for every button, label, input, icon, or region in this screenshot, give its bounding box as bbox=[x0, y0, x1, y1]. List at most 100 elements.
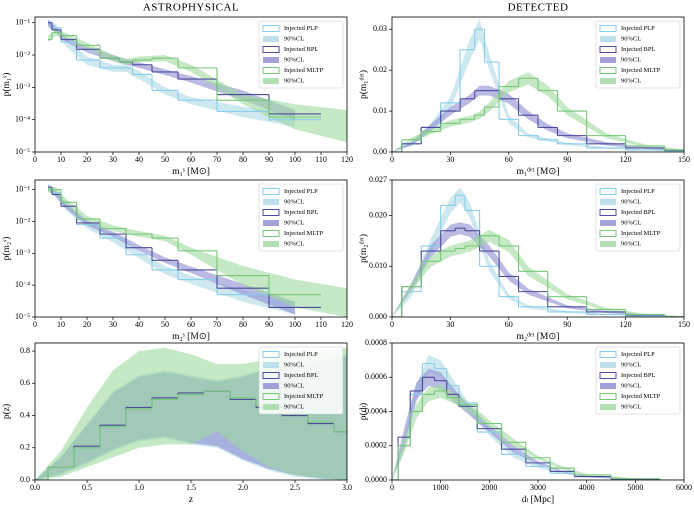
legend-swatch bbox=[600, 383, 616, 389]
x-tick-label: 0 bbox=[390, 320, 394, 329]
y-tick-label: 0.01 bbox=[373, 106, 387, 115]
legend-label: 90%CL bbox=[284, 35, 304, 42]
legend-label: Injected BPL bbox=[284, 372, 319, 379]
y-axis-label: p(m₁ᵈᵉᵗ) bbox=[358, 70, 369, 99]
legend-label: 90%CL bbox=[284, 361, 304, 368]
y-tick-label: 0.020 bbox=[369, 210, 387, 219]
x-tick-label: 110 bbox=[315, 320, 327, 329]
legend-label: Injected PLP bbox=[621, 351, 655, 358]
legend-swatch bbox=[262, 372, 280, 379]
x-tick-label: 0 bbox=[390, 483, 394, 492]
panel: 0 1000 2000 3000 4000 5000 6000 0.0000 0.0002 0.0… bbox=[358, 338, 692, 505]
x-tick-label: 120 bbox=[620, 320, 632, 329]
y-tick-label: 10⁻⁵ bbox=[15, 147, 30, 156]
x-tick-label: 80 bbox=[239, 320, 247, 329]
y-tick-label: 0.0006 bbox=[365, 372, 387, 381]
x-tick-label: 1.5 bbox=[186, 483, 196, 492]
x-tick-label: 6000 bbox=[676, 483, 692, 492]
legend-label: 90%CL bbox=[621, 198, 641, 205]
legend-label: 90%CL bbox=[621, 56, 641, 63]
legend-swatch bbox=[600, 36, 616, 42]
legend-label: 90%CL bbox=[621, 219, 641, 226]
legend-swatch bbox=[263, 57, 279, 63]
legend-label: Injected BPL bbox=[621, 209, 656, 216]
legend: Injected PLP 90%CL Injected BPL 90%CL Inject… bbox=[258, 20, 344, 89]
legend-swatch bbox=[263, 362, 279, 368]
legend-swatch bbox=[262, 25, 280, 32]
x-tick-label: 4000 bbox=[579, 483, 595, 492]
plot-area bbox=[35, 347, 347, 480]
x-tick-label: 60 bbox=[187, 155, 195, 164]
y-tick-label: 0.0002 bbox=[365, 441, 387, 450]
confidence-band bbox=[48, 187, 347, 317]
legend-label: 90%CL bbox=[284, 56, 304, 63]
legend-swatch bbox=[263, 36, 279, 42]
legend-label: Injected MLTP bbox=[621, 393, 661, 400]
x-tick-label: 150 bbox=[678, 320, 690, 329]
legend-swatch bbox=[599, 67, 617, 74]
legend-frame bbox=[595, 346, 681, 415]
x-tick-label: 70 bbox=[213, 320, 221, 329]
legend-label: Injected MLTP bbox=[621, 67, 661, 74]
x-tick-label: 90 bbox=[563, 320, 571, 329]
legend-swatch bbox=[599, 230, 617, 237]
x-axis-label: z bbox=[189, 495, 193, 505]
y-axis-label: p(dₗ) bbox=[358, 403, 369, 420]
y-tick-label: 0.8 bbox=[20, 346, 30, 355]
y-tick-label: 10⁻⁵ bbox=[15, 312, 30, 321]
x-tick-label: 3000 bbox=[530, 483, 546, 492]
y-tick-label: 0.027 bbox=[369, 175, 387, 184]
legend-swatch bbox=[599, 188, 617, 195]
legend: Injected PLP 90%CL Injected BPL 90%CL Inject… bbox=[258, 183, 344, 252]
legend-label: Injected MLTP bbox=[621, 230, 661, 237]
y-tick-label: 10⁻⁴ bbox=[15, 115, 30, 124]
x-axis-label: m₁ˢ [M⊙] bbox=[172, 167, 210, 177]
legend: Injected PLP 90%CL Injected BPL 90%CL Inject… bbox=[595, 183, 681, 252]
x-axis-label: m₂ᵈᵉᵗ [M⊙] bbox=[516, 332, 559, 342]
legend-label: Injected PLP bbox=[621, 188, 655, 195]
y-tick-label: 10⁻² bbox=[15, 50, 30, 59]
x-tick-label: 90 bbox=[265, 155, 273, 164]
legend-swatch bbox=[263, 241, 279, 247]
y-tick-label: 0.6 bbox=[20, 378, 30, 387]
legend: Injected PLP 90%CL Injected BPL 90%CL Inject… bbox=[595, 20, 681, 89]
x-tick-label: 120 bbox=[341, 155, 353, 164]
legend-swatch bbox=[262, 351, 280, 358]
y-tick-label: 0.0008 bbox=[365, 338, 387, 347]
y-tick-label: 10⁻² bbox=[15, 216, 30, 225]
legend-swatch bbox=[600, 362, 616, 368]
x-tick-label: 70 bbox=[213, 155, 221, 164]
y-tick-label: 10⁻¹ bbox=[15, 18, 30, 27]
legend-label: 90%CL bbox=[284, 240, 304, 247]
legend-swatch bbox=[599, 372, 617, 379]
x-tick-label: 0 bbox=[390, 155, 394, 164]
legend-swatch bbox=[262, 393, 280, 400]
axes-frame bbox=[391, 179, 685, 318]
legend-label: 90%CL bbox=[621, 77, 641, 84]
legend-swatch bbox=[599, 209, 617, 216]
legend-label: Injected MLTP bbox=[284, 230, 324, 237]
legend-swatch bbox=[599, 351, 617, 358]
y-tick-label: 10⁻⁴ bbox=[15, 280, 30, 289]
legend-label: 90%CL bbox=[621, 382, 641, 389]
x-tick-label: 1.0 bbox=[134, 483, 144, 492]
y-tick-label: 0.0004 bbox=[365, 406, 387, 415]
x-tick-label: 40 bbox=[135, 320, 143, 329]
x-tick-label: 10 bbox=[57, 320, 65, 329]
legend-frame bbox=[258, 20, 344, 89]
y-tick-label: 0.02 bbox=[373, 65, 387, 74]
column-title: DETECTED bbox=[508, 2, 569, 14]
legend: Injected PLP 90%CL Injected BPL 90%CL Inject… bbox=[258, 346, 344, 415]
plot-area bbox=[392, 187, 684, 317]
legend-swatch bbox=[263, 78, 279, 84]
x-tick-label: 50 bbox=[161, 155, 169, 164]
y-tick-label: 0.000 bbox=[369, 312, 387, 321]
x-tick-label: 90 bbox=[563, 155, 571, 164]
x-axis-label: m₂ˢ [M⊙] bbox=[172, 332, 210, 342]
legend-swatch bbox=[600, 220, 616, 226]
legend-label: Injected PLP bbox=[284, 351, 318, 358]
legend-label: Injected MLTP bbox=[284, 67, 324, 74]
confidence-band bbox=[392, 368, 684, 480]
plot-area bbox=[48, 183, 347, 317]
y-tick-label: 10⁻¹ bbox=[15, 184, 30, 193]
